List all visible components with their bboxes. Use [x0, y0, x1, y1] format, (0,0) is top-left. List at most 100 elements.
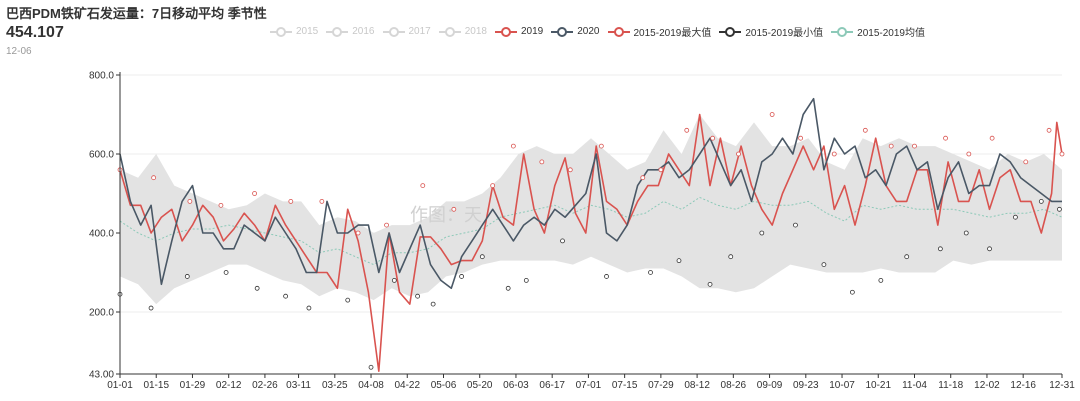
- min-marker-point: [523, 277, 529, 283]
- max-marker-point: [862, 127, 868, 133]
- max-marker-point: [798, 135, 804, 141]
- min-marker-point: [345, 297, 351, 303]
- x-tick-label: 10-07: [829, 380, 855, 391]
- x-tick-label: 08-26: [721, 380, 747, 391]
- max-marker-point: [912, 143, 917, 149]
- x-tick-label: 01-15: [143, 380, 169, 391]
- min-marker-point: [878, 277, 884, 283]
- legend-swatch-icon: [719, 26, 742, 37]
- x-tick-label: 03-25: [322, 380, 348, 391]
- x-tick-label: 06-17: [539, 380, 565, 391]
- max-marker-point: [966, 151, 972, 157]
- legend-item-2020[interactable]: 2020: [551, 24, 600, 39]
- x-tick-label: 12-02: [974, 380, 1000, 391]
- x-tick-label: 04-08: [358, 380, 384, 391]
- max-marker-point: [989, 135, 995, 141]
- min-marker-point: [430, 301, 436, 307]
- x-tick-label: 04-22: [394, 380, 420, 391]
- legend-swatch-icon: [495, 26, 517, 37]
- max-marker-point: [151, 175, 157, 181]
- min-marker-point: [479, 254, 485, 260]
- legend-swatch-icon: [831, 26, 854, 37]
- x-tick-label: 12-16: [1010, 380, 1036, 391]
- x-tick-label: 06-03: [503, 380, 529, 391]
- max-marker-point: [539, 159, 545, 165]
- legend-item-2019[interactable]: 2019: [495, 24, 543, 39]
- legend-item-mean[interactable]: 2015-2019均值: [831, 24, 925, 39]
- min-marker-point: [937, 246, 943, 252]
- legend-label: 2016: [352, 26, 375, 37]
- max-marker-point: [1059, 151, 1065, 157]
- min-marker-point: [184, 274, 190, 279]
- min-marker-point: [849, 289, 855, 295]
- x-tick-label: 09-23: [793, 380, 819, 391]
- max-marker-point: [831, 151, 837, 157]
- legend-swatch-icon: [551, 26, 574, 37]
- x-tick-label: 03-11: [286, 380, 311, 391]
- max-marker-point: [384, 222, 389, 228]
- min-marker-point: [676, 258, 682, 264]
- legend-item-2016[interactable]: 2016: [326, 24, 375, 39]
- max-marker-point: [943, 135, 948, 141]
- legend-swatch-icon: [438, 26, 461, 37]
- max-marker-point: [490, 183, 496, 188]
- min-marker-point: [793, 222, 798, 228]
- y-tick-label: 400.0: [89, 228, 114, 239]
- max-marker-point: [420, 183, 426, 188]
- x-tick-label: 09-09: [757, 380, 783, 391]
- min-marker-point: [223, 270, 229, 275]
- min-marker-point: [391, 277, 397, 283]
- x-tick-label: 02-26: [252, 380, 278, 391]
- y-tick-label: 600.0: [89, 149, 114, 160]
- mean-series-line: [119, 196, 1063, 266]
- min-marker-point: [306, 305, 312, 311]
- legend-item-max[interactable]: 2015-2019最大值: [607, 24, 711, 39]
- min-marker-point: [1057, 206, 1062, 212]
- max-marker-point: [355, 230, 361, 236]
- max-marker-point: [451, 206, 457, 212]
- legend-label: 2015-2019均值: [857, 28, 925, 39]
- max-marker-point: [640, 175, 646, 181]
- chart-legend: 2015 2016 2017 2018 2019 2020 2015-2019最…: [270, 24, 925, 39]
- x-tick-label: 01-01: [107, 380, 133, 391]
- legend-label: 2017: [408, 26, 431, 37]
- series-2019-line: [119, 113, 1063, 372]
- x-tick-label: 10-21: [865, 380, 891, 391]
- x-tick-label: 02-12: [216, 380, 242, 391]
- min-marker-point: [963, 230, 969, 236]
- readout-value: 454.107: [6, 24, 64, 41]
- min-marker-point: [254, 285, 260, 291]
- max-marker-point: [684, 127, 690, 133]
- min-marker-point: [148, 305, 154, 311]
- max-marker-point: [187, 198, 193, 204]
- min-marker-point: [459, 274, 465, 279]
- legend-label: 2015-2019最小值: [745, 28, 824, 39]
- legend-item-2015[interactable]: 2015: [270, 24, 318, 39]
- min-marker-point: [283, 293, 289, 299]
- max-marker-point: [218, 202, 224, 208]
- max-marker-point: [1023, 159, 1029, 165]
- min-marker-point: [1038, 198, 1044, 204]
- min-marker-point: [505, 285, 511, 291]
- x-tick-label: 11-04: [902, 380, 927, 391]
- x-tick-label: 08-12: [684, 380, 710, 391]
- max-marker-point: [888, 143, 894, 149]
- legend-label: 2015: [296, 26, 319, 37]
- min-marker-point: [368, 364, 374, 370]
- min-marker-point: [1013, 214, 1018, 220]
- legend-item-2018[interactable]: 2018: [438, 24, 487, 39]
- min-marker-point: [728, 254, 734, 260]
- y-tick-label: 43.00: [89, 370, 114, 381]
- min-marker-point: [821, 262, 827, 267]
- max-marker-point: [252, 191, 257, 196]
- max-marker-point: [598, 143, 604, 149]
- min-marker-point: [707, 281, 713, 287]
- legend-label: 2020: [577, 26, 600, 37]
- legend-item-2017[interactable]: 2017: [382, 24, 431, 39]
- legend-item-min[interactable]: 2015-2019最小值: [719, 24, 823, 39]
- legend-swatch-icon: [270, 26, 292, 37]
- max-marker-point: [736, 151, 741, 157]
- watermark-text: 作图：天: [410, 205, 482, 225]
- max-marker-point: [1046, 127, 1052, 133]
